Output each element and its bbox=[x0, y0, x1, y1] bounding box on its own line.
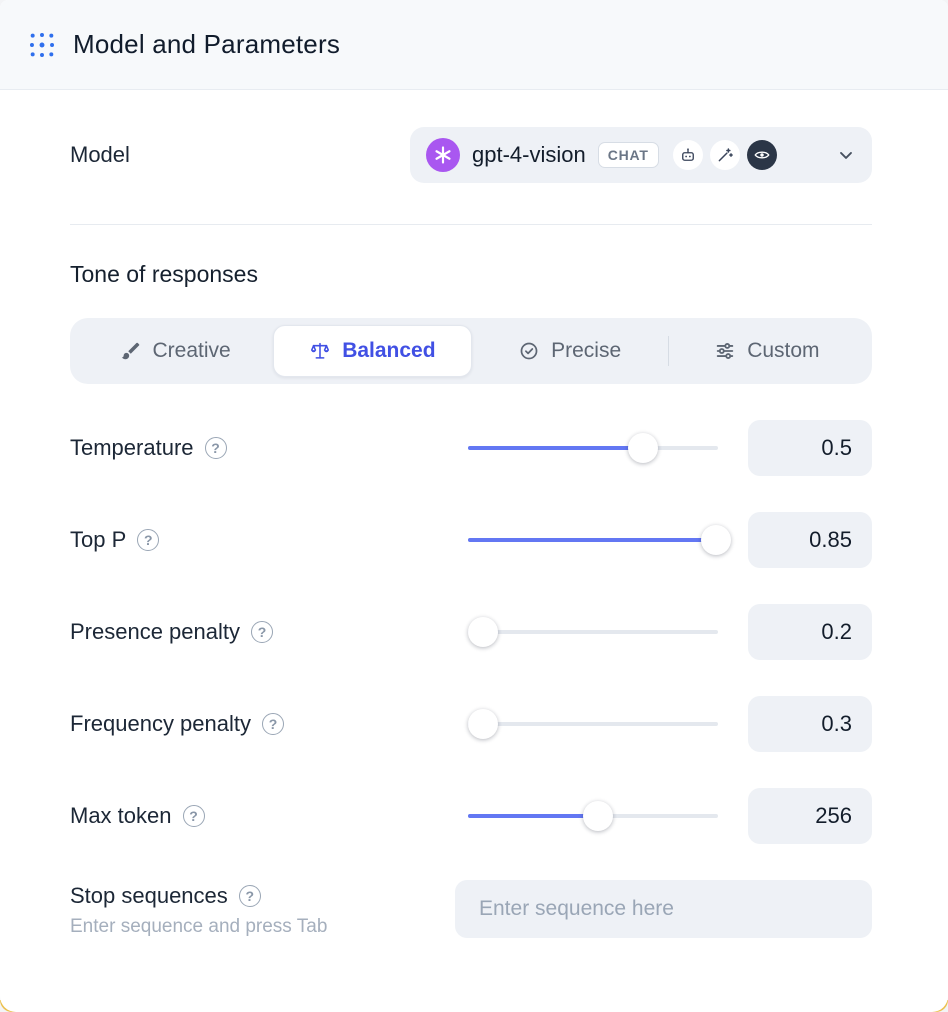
model-label: Model bbox=[70, 142, 130, 167]
max-token-value: 256 bbox=[748, 788, 872, 844]
scan-dots-icon bbox=[28, 31, 56, 59]
model-capability-chips bbox=[672, 140, 777, 170]
parameter-row-top-p: Top P ? 0.85 bbox=[70, 512, 872, 568]
section-divider bbox=[70, 224, 872, 225]
slider-track bbox=[468, 630, 718, 634]
help-icon[interactable]: ? bbox=[262, 713, 284, 735]
presence-penalty-label: Presence penalty bbox=[70, 619, 240, 644]
robot-icon bbox=[672, 140, 703, 170]
tone-option-custom[interactable]: Custom bbox=[669, 325, 865, 377]
panel-header: Model and Parameters bbox=[0, 0, 948, 90]
slider-fill bbox=[468, 814, 598, 818]
frequency-penalty-value: 0.3 bbox=[748, 696, 872, 752]
selected-model-name: gpt-4-vision bbox=[472, 142, 586, 167]
temperature-value: 0.5 bbox=[748, 420, 872, 476]
tone-option-label: Balanced bbox=[342, 339, 436, 362]
sliders-icon bbox=[714, 340, 736, 362]
tone-option-label: Precise bbox=[551, 339, 622, 362]
temperature-slider[interactable] bbox=[468, 433, 718, 463]
stop-sequences-hint: Enter sequence and press Tab bbox=[70, 916, 328, 937]
target-check-icon bbox=[518, 340, 540, 362]
model-select-dropdown[interactable]: gpt-4-vision CHAT bbox=[410, 127, 872, 183]
slider-thumb[interactable] bbox=[583, 801, 613, 831]
slider-thumb[interactable] bbox=[628, 433, 658, 463]
panel-content: Model gpt-4-vision CHAT bbox=[0, 90, 948, 1012]
slider-fill bbox=[468, 446, 643, 450]
magic-wand-icon bbox=[709, 140, 740, 170]
tone-option-label: Creative bbox=[152, 339, 231, 362]
parameter-row-frequency-penalty: Frequency penalty ? 0.3 bbox=[70, 696, 872, 752]
temperature-label: Temperature bbox=[70, 435, 194, 460]
max-token-slider[interactable] bbox=[468, 801, 718, 831]
slider-fill bbox=[468, 538, 716, 542]
frequency-penalty-slider[interactable] bbox=[468, 709, 718, 739]
tone-option-balanced[interactable]: Balanced bbox=[273, 325, 472, 377]
presence-penalty-value: 0.2 bbox=[748, 604, 872, 660]
help-icon[interactable]: ? bbox=[204, 437, 227, 459]
openai-logo-icon bbox=[426, 138, 460, 172]
model-row: Model gpt-4-vision CHAT bbox=[70, 127, 872, 183]
tone-segmented-control: Creative Balanced bbox=[70, 318, 872, 384]
frequency-penalty-label: Frequency penalty bbox=[70, 711, 251, 736]
stop-sequences-row: Stop sequences ? Enter sequence and pres… bbox=[70, 880, 872, 938]
chevron-down-icon bbox=[836, 145, 856, 165]
tone-option-creative[interactable]: Creative bbox=[77, 325, 273, 377]
stop-sequences-input[interactable] bbox=[455, 880, 872, 938]
tone-heading: Tone of responses bbox=[70, 261, 258, 287]
parameter-row-temperature: Temperature ? 0.5 bbox=[70, 420, 872, 476]
stop-sequences-label: Stop sequences bbox=[70, 883, 228, 908]
slider-thumb[interactable] bbox=[468, 617, 498, 647]
help-icon[interactable]: ? bbox=[238, 885, 261, 907]
balance-scale-icon bbox=[309, 340, 331, 362]
presence-penalty-slider[interactable] bbox=[468, 617, 718, 647]
parameter-row-max-token: Max token ? 256 bbox=[70, 788, 872, 844]
tone-option-label: Custom bbox=[747, 339, 820, 362]
slider-track bbox=[468, 722, 718, 726]
parameter-row-presence-penalty: Presence penalty ? 0.2 bbox=[70, 604, 872, 660]
vision-eye-icon bbox=[746, 140, 777, 170]
help-icon[interactable]: ? bbox=[182, 805, 205, 827]
top-p-label: Top P bbox=[70, 527, 127, 552]
help-icon[interactable]: ? bbox=[137, 529, 160, 551]
slider-thumb[interactable] bbox=[468, 709, 498, 739]
paintbrush-icon bbox=[120, 340, 142, 362]
max-token-label: Max token bbox=[70, 803, 172, 828]
slider-thumb[interactable] bbox=[700, 525, 731, 555]
top-p-slider[interactable] bbox=[468, 525, 731, 555]
page-title: Model and Parameters bbox=[73, 29, 341, 59]
top-p-value: 0.85 bbox=[748, 512, 872, 568]
model-type-badge: CHAT bbox=[597, 142, 659, 168]
help-icon[interactable]: ? bbox=[251, 621, 273, 643]
segment-divider bbox=[667, 336, 669, 366]
tone-option-precise[interactable]: Precise bbox=[472, 325, 668, 377]
